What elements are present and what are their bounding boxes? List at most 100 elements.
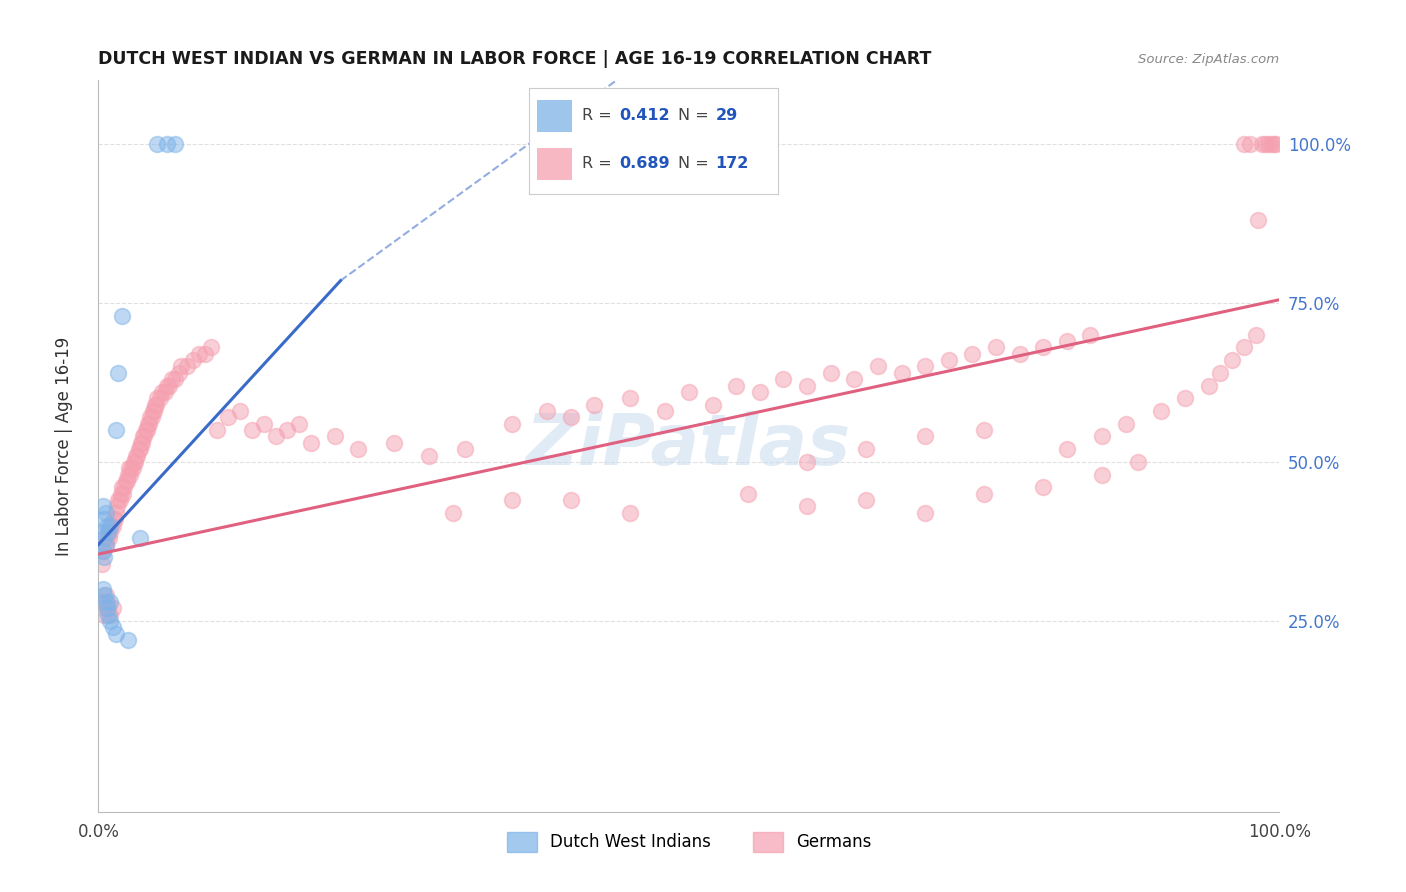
Point xyxy=(139,410,162,425)
Point xyxy=(1263,136,1285,151)
Point xyxy=(111,480,134,494)
Point xyxy=(796,500,818,514)
Point xyxy=(890,366,912,380)
Point xyxy=(560,493,582,508)
Point xyxy=(288,417,311,431)
Point xyxy=(132,429,155,443)
Point xyxy=(1056,442,1078,457)
Point xyxy=(107,493,129,508)
Point xyxy=(91,601,114,615)
Point xyxy=(1032,480,1054,494)
Y-axis label: In Labor Force | Age 16-19: In Labor Force | Age 16-19 xyxy=(55,336,73,556)
Point xyxy=(156,378,179,392)
Point xyxy=(105,423,128,437)
Legend: Dutch West Indians, Germans: Dutch West Indians, Germans xyxy=(501,826,877,858)
Point xyxy=(98,595,121,609)
Point xyxy=(112,480,135,494)
Point xyxy=(984,340,1007,354)
Point xyxy=(772,372,794,386)
Point xyxy=(176,359,198,374)
Point xyxy=(1209,366,1232,380)
Point xyxy=(125,449,148,463)
Point xyxy=(382,435,405,450)
Point xyxy=(128,442,150,457)
Point xyxy=(323,429,346,443)
Text: Source: ZipAtlas.com: Source: ZipAtlas.com xyxy=(1139,53,1279,66)
Point xyxy=(1250,136,1272,151)
Point xyxy=(1244,327,1267,342)
Point xyxy=(1264,136,1286,151)
Point xyxy=(91,582,114,596)
Point xyxy=(111,309,134,323)
Point xyxy=(114,474,136,488)
Point xyxy=(96,531,118,545)
Point xyxy=(103,512,125,526)
Point xyxy=(1080,327,1102,342)
Point xyxy=(94,538,117,552)
Point xyxy=(1220,353,1243,368)
Point xyxy=(748,384,770,399)
Point xyxy=(101,601,124,615)
Point xyxy=(1150,404,1173,418)
Point xyxy=(146,392,169,406)
Point xyxy=(97,524,120,539)
Point xyxy=(157,378,180,392)
Point xyxy=(104,512,127,526)
Point xyxy=(105,500,128,514)
Point xyxy=(170,359,193,374)
Point xyxy=(205,423,228,437)
Point xyxy=(276,423,298,437)
Point xyxy=(156,136,179,151)
Point xyxy=(181,353,204,368)
Point xyxy=(105,506,128,520)
Point xyxy=(91,595,114,609)
Point xyxy=(146,136,169,151)
Point xyxy=(96,601,118,615)
Point xyxy=(97,601,120,615)
Point xyxy=(165,136,187,151)
Text: ZiPatlas: ZiPatlas xyxy=(526,411,852,481)
Point xyxy=(98,607,121,622)
Point xyxy=(167,366,190,380)
Point xyxy=(149,392,172,406)
Point xyxy=(217,410,239,425)
Point xyxy=(914,359,936,374)
Point xyxy=(129,435,152,450)
Point xyxy=(229,404,252,418)
Point xyxy=(1260,136,1282,151)
Point xyxy=(240,423,263,437)
Point xyxy=(1126,455,1149,469)
Point xyxy=(142,404,165,418)
Point xyxy=(121,461,143,475)
Point xyxy=(94,595,117,609)
Point xyxy=(962,347,984,361)
Point xyxy=(1008,347,1031,361)
Point xyxy=(97,524,120,539)
Point xyxy=(91,500,114,514)
Point xyxy=(93,550,115,565)
Point xyxy=(96,595,118,609)
Point xyxy=(120,467,142,482)
Point xyxy=(654,404,676,418)
Point xyxy=(619,392,641,406)
Point xyxy=(142,404,165,418)
Point xyxy=(101,518,124,533)
Point xyxy=(100,518,122,533)
Point xyxy=(101,620,124,634)
Point xyxy=(583,398,606,412)
Point xyxy=(418,449,440,463)
Point xyxy=(121,461,143,475)
Point xyxy=(973,423,995,437)
Point xyxy=(165,372,187,386)
Point xyxy=(160,372,183,386)
Point xyxy=(866,359,889,374)
Point xyxy=(117,467,139,482)
Point xyxy=(107,366,129,380)
Point xyxy=(1032,340,1054,354)
Point xyxy=(122,455,145,469)
Point xyxy=(796,378,818,392)
Point xyxy=(299,435,322,450)
Point xyxy=(91,524,114,539)
Point xyxy=(1233,340,1256,354)
Point xyxy=(93,589,115,603)
